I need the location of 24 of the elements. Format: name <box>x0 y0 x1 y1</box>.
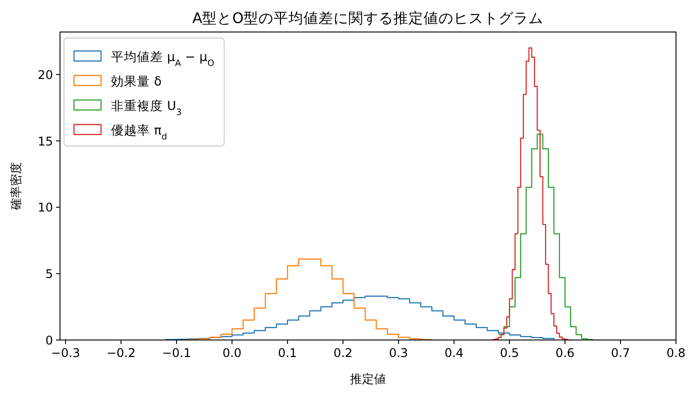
x-tick-label: 0.4 <box>444 346 464 360</box>
legend-label: 効果量 δ <box>111 74 162 88</box>
x-tick-label: 0.6 <box>555 346 575 360</box>
x-axis-title: 推定値 <box>350 372 386 386</box>
x-tick-label: 0.0 <box>222 346 242 360</box>
x-tick-label: 0.3 <box>388 346 408 360</box>
y-tick-label: 10 <box>38 200 53 215</box>
y-tick-label: 0 <box>45 334 53 348</box>
legend-label: 優越率 π$_{d}$ <box>111 122 168 142</box>
x-tick-label: −0.2 <box>106 346 136 360</box>
x-tick-label: 0.5 <box>500 346 520 360</box>
x-tick-label: 0.7 <box>610 346 630 360</box>
chart-title: A型とO型の平均値差に関する推定値のヒストグラム <box>192 10 544 27</box>
x-tick-label: 0.2 <box>333 346 353 360</box>
legend-label: 非重複度 U$_{3}$ <box>111 98 182 118</box>
y-tick-label: 15 <box>38 134 53 148</box>
y-tick-label: 5 <box>45 267 53 282</box>
x-tick-label: −0.1 <box>162 346 192 360</box>
x-tick-label: −0.3 <box>50 346 80 360</box>
legend-label: 平均値差 μ$_{A}$ − μ$_{O}$ <box>111 49 214 69</box>
x-tick-label: 0.1 <box>278 346 298 360</box>
y-axis-title: 確率密度 <box>9 162 23 211</box>
x-tick-label: 0.8 <box>666 346 686 360</box>
y-tick-label: 20 <box>38 68 53 82</box>
